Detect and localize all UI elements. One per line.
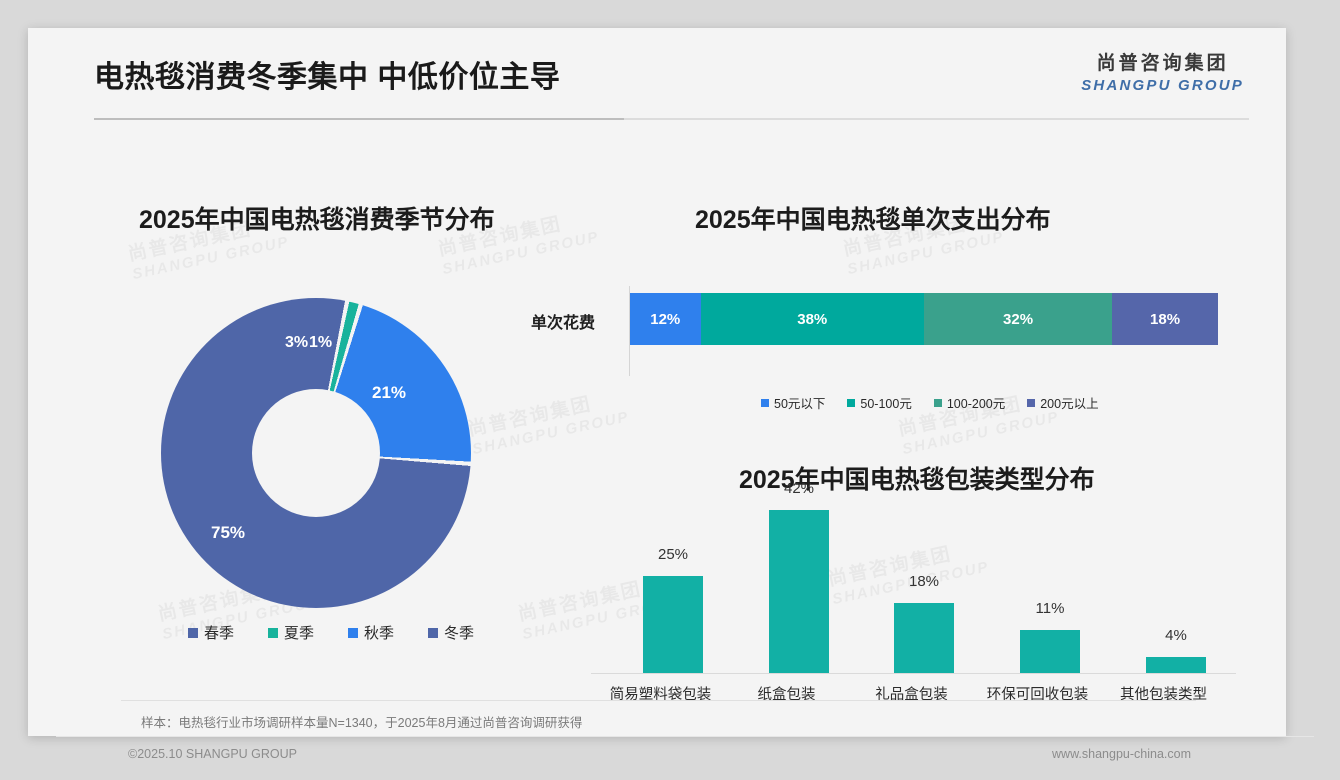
stacked-chart-title: 2025年中国电热毯单次支出分布 <box>695 206 1051 234</box>
donut-slice-label-autumn: 21% <box>372 383 407 402</box>
column-chart-title: 2025年中国电热毯包装类型分布 <box>739 466 1095 494</box>
legend-swatch-icon <box>761 398 769 407</box>
logo-cn-text: 尚普咨询集团 <box>1096 53 1229 74</box>
legend-swatch-icon <box>348 627 359 638</box>
legend-item-100to200[interactable]: 100-200元 <box>933 393 1006 412</box>
column-category-label: 其他包装类型 <box>1120 687 1207 703</box>
page-title: 电热毯消费冬季集中 中低价位主导 <box>94 61 561 94</box>
legend-label: 秋季 <box>364 625 395 642</box>
legend-label: 春季 <box>204 625 235 642</box>
legend-label: 冬季 <box>444 625 475 642</box>
legend-label: 50元以下 <box>774 397 826 411</box>
legend-label: 夏季 <box>284 625 315 642</box>
legend-label: 100-200元 <box>946 397 1006 411</box>
column-bar[interactable] <box>643 576 703 673</box>
legend-item-autumn[interactable]: 秋季 <box>348 622 394 643</box>
slide-header: 电热毯消费冬季集中 中低价位主导 尚普咨询集团 SHANGPU GROUP <box>28 28 1286 120</box>
column-value-label: 42% <box>783 480 815 497</box>
column-value-label: 4% <box>1165 627 1187 644</box>
column-category-label: 环保可回收包装 <box>986 687 1089 703</box>
header-divider <box>94 118 1249 120</box>
legend-label: 200元以上 <box>1040 397 1099 411</box>
header-divider-accent <box>94 118 624 120</box>
column-bar[interactable] <box>894 603 954 673</box>
footnote-text: 样本：电热毯行业市场调研样本量N=1340，于2025年8月通过尚普咨询调研获得 <box>141 716 583 730</box>
footer-website[interactable]: www.shangpu-china.com <box>1052 747 1191 761</box>
column-bar[interactable] <box>1020 630 1080 673</box>
legend-swatch-icon <box>188 627 198 638</box>
stacked-segment-under50[interactable]: 12% <box>630 293 701 345</box>
column-bar[interactable] <box>1146 657 1206 673</box>
footnote-divider <box>121 700 1196 701</box>
legend-item-over200[interactable]: 200元以上 <box>1027 393 1099 412</box>
donut-slice-label-spring: 3% <box>285 334 309 351</box>
column-category-label: 简易塑料袋包装 <box>609 687 712 703</box>
legend-item-under50[interactable]: 50元以下 <box>761 393 825 412</box>
legend-item-winter[interactable]: 冬季 <box>428 622 474 643</box>
donut-hole <box>252 389 380 517</box>
legend-item-50to100[interactable]: 50-100元 <box>847 393 912 412</box>
column-bar[interactable] <box>769 510 829 673</box>
packaging-column-chart: 25% 42% 18% 11% 4% <box>591 480 1231 673</box>
slide-canvas: 电热毯消费冬季集中 中低价位主导 尚普咨询集团 SHANGPU GROUP 尚普… <box>28 28 1314 761</box>
column-value-label: 11% <box>1035 600 1065 617</box>
legend-swatch-icon <box>933 398 942 407</box>
legend-item-spring[interactable]: 春季 <box>188 622 234 643</box>
stacked-legend: 50元以下 50-100元 100-200元 200元以上 <box>761 393 1099 412</box>
stacked-segment-50to100[interactable]: 38% <box>700 293 924 345</box>
stacked-segment-100to200[interactable]: 32% <box>923 293 1113 345</box>
donut-legend: 春季 夏季 秋季 冬季 <box>188 622 474 643</box>
stacked-bar: 12% 38% 32% 18% <box>630 293 1218 345</box>
brand-logo: 尚普咨询集团 SHANGPU GROUP <box>1081 48 1244 94</box>
donut-slice-label-winter: 75% <box>211 523 246 542</box>
column-value-label: 18% <box>908 573 940 590</box>
stacked-segment-over200[interactable]: 18% <box>1112 293 1218 345</box>
stacked-row-label: 单次花费 <box>531 315 596 332</box>
column-category-label: 礼品盒包装 <box>875 687 948 703</box>
column-value-label: 25% <box>657 546 689 563</box>
legend-swatch-icon <box>428 627 439 638</box>
column-category-label: 纸盒包装 <box>757 687 816 703</box>
season-donut-chart: 3% 1% 21% 75% <box>161 298 471 608</box>
legend-swatch-icon <box>847 398 856 407</box>
legend-swatch-icon <box>268 627 279 638</box>
donut-chart-title: 2025年中国电热毯消费季节分布 <box>139 206 495 234</box>
donut-slice-label-summer: 1% <box>309 334 333 351</box>
logo-en-text: SHANGPU GROUP <box>1081 77 1244 94</box>
legend-label: 50-100元 <box>860 397 912 411</box>
stacked-axis-line <box>629 286 630 376</box>
column-baseline <box>591 673 1236 674</box>
footer-divider <box>56 736 1314 737</box>
legend-swatch-icon <box>1027 398 1036 407</box>
footer-copyright: ©2025.10 SHANGPU GROUP <box>128 747 297 761</box>
legend-item-summer[interactable]: 夏季 <box>268 622 314 643</box>
